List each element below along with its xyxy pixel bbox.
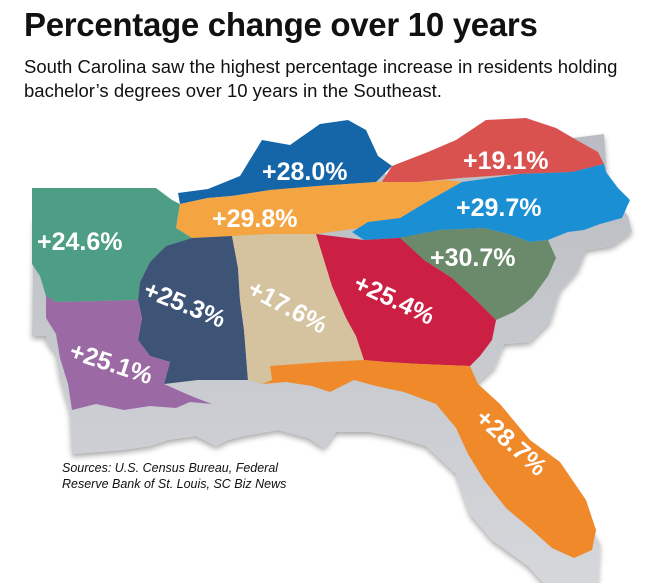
state-louisiana xyxy=(46,296,212,410)
label-north-carolina: +29.7% xyxy=(456,194,542,222)
sources-line-1: Sources: U.S. Census Bureau, Federal xyxy=(62,461,279,475)
label-kentucky: +28.0% xyxy=(262,158,348,186)
sources-note: Sources: U.S. Census Bureau, Federal Res… xyxy=(62,460,342,492)
label-arkansas: +24.6% xyxy=(37,228,123,256)
state-alabama xyxy=(232,234,364,384)
state-north-carolina xyxy=(352,164,630,242)
label-tennessee: +29.8% xyxy=(212,205,298,233)
state-south-carolina xyxy=(398,228,556,320)
state-mississippi xyxy=(138,236,248,384)
sources-line-2: Reserve Bank of St. Louis, SC Biz News xyxy=(62,477,287,491)
state-florida xyxy=(262,360,596,558)
label-south-carolina: +30.7% xyxy=(430,244,516,272)
page-title: Percentage change over 10 years xyxy=(24,6,538,43)
state-virginia xyxy=(378,118,604,188)
state-kentucky xyxy=(178,120,392,204)
state-tennessee xyxy=(176,180,462,238)
page-subtitle: South Carolina saw the highest percentag… xyxy=(24,56,618,101)
state-arkansas xyxy=(32,188,192,302)
label-virginia: +19.1% xyxy=(463,147,549,175)
state-georgia xyxy=(316,234,496,366)
